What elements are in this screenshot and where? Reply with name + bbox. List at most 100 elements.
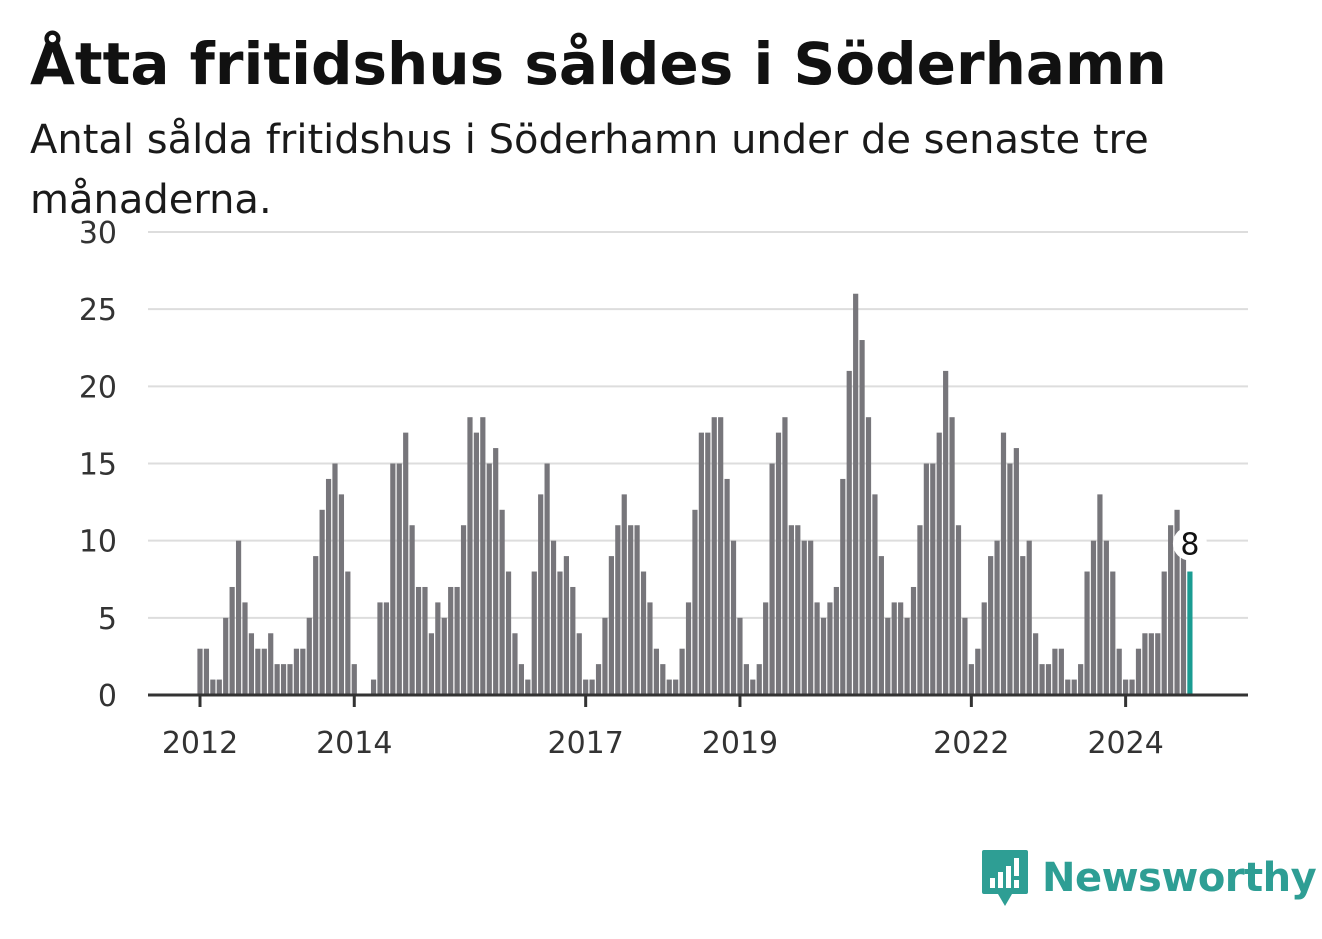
x-tick-label: 2024 [1087,726,1163,761]
bar [640,571,647,695]
bar [210,679,216,695]
bar [917,525,923,695]
bar [1052,648,1058,695]
bar [936,432,942,695]
bar [1000,432,1007,695]
bar [467,417,473,695]
newsworthy-logo-icon [982,850,1028,906]
x-tick-label: 2019 [702,726,778,761]
bar [325,478,332,695]
bar [280,664,287,695]
y-axis-ticks: 0 5 10 15 20 25 30 [79,216,117,714]
bar [319,509,325,695]
bar [898,602,904,695]
bar [570,586,576,695]
bar [878,556,884,695]
bar [981,602,987,695]
bar [268,633,274,695]
y-tick-label: 25 [79,293,117,328]
bar [1123,679,1129,695]
bar [660,664,666,695]
page-title: Åtta fritidshus såldes i Söderhamn [30,30,1167,98]
bar [788,525,794,695]
bar [396,463,402,695]
bar [602,617,608,695]
bar [769,463,775,695]
x-axis-ticks: 2012 2014 2017 2019 2022 2024 [162,695,1164,761]
bar [313,556,319,695]
brand-name: Newsworthy [1042,855,1317,901]
bar [930,463,936,695]
bar [255,648,261,695]
data-label-background [1172,526,1207,561]
bar [1020,556,1026,695]
y-tick-label: 5 [98,602,117,637]
bar [435,602,441,695]
x-tick-label: 2022 [933,726,1009,761]
x-tick-label: 2014 [316,726,392,761]
bar [743,664,749,695]
bar [904,617,910,695]
bar [1129,679,1135,695]
bar [692,509,698,695]
bar [287,664,293,695]
bar [390,463,396,695]
bar [1033,633,1039,695]
bar [923,463,929,695]
bar [846,370,852,695]
bar [1180,556,1187,695]
bar [994,540,1000,695]
bar [248,633,255,695]
bar [563,556,569,695]
bar [853,293,859,695]
bar [666,679,672,695]
bar [775,432,782,695]
bar [454,586,460,695]
bar [653,648,659,695]
y-tick-label: 30 [79,216,117,251]
bar [235,540,242,695]
bar [1026,540,1032,695]
bar [499,509,505,695]
bar [1090,540,1097,695]
bar [595,664,602,695]
bar [441,617,447,695]
y-tick-label: 10 [79,525,117,560]
bar [216,679,222,695]
bar [647,602,653,695]
x-tick-label: 2012 [162,726,238,761]
bar [383,602,390,695]
bar [1103,540,1109,695]
bar [808,540,814,695]
bar [1174,509,1180,695]
bar [550,540,557,695]
y-tick-label: 15 [79,448,117,483]
bar [370,679,377,695]
bar [557,571,563,695]
newsworthy-logo: Newsworthy [980,848,1317,908]
bar [300,648,306,695]
bar [544,463,550,695]
bar [480,417,486,695]
y-tick-label: 0 [98,679,117,714]
bar [988,556,994,695]
bar [415,586,422,695]
bar [1116,648,1122,695]
bar [885,617,891,695]
bar [576,633,582,695]
bar-highlight [1187,571,1193,695]
bar [827,602,833,695]
bar [795,525,801,695]
bar [242,602,248,695]
bar [891,602,897,695]
bar [910,586,917,695]
bar [1161,571,1167,695]
bar [634,525,640,695]
bar [718,417,724,695]
bar [1007,463,1013,695]
bar [756,664,762,695]
bar [377,602,383,695]
bar [1013,448,1019,695]
grid-lines [148,231,1248,619]
